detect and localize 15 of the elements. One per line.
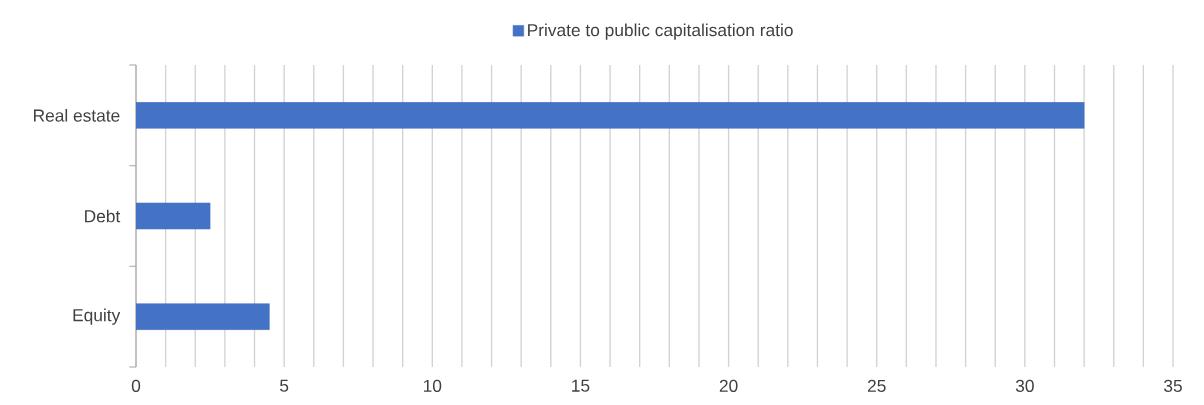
bar (136, 202, 211, 230)
x-tick-label: 5 (280, 379, 289, 392)
y-tick-label: Real estate (34, 108, 120, 122)
x-tick-label: 0 (131, 379, 141, 392)
bar (136, 303, 270, 330)
y-tick-label: Debt (85, 209, 121, 223)
x-tick-label: 10 (423, 379, 442, 392)
x-tick-label: 30 (1015, 379, 1034, 392)
x-tick-label: 25 (867, 379, 886, 392)
x-tick-label: 20 (719, 379, 738, 392)
bar (136, 102, 1085, 129)
x-tick-label: 35 (1164, 379, 1182, 392)
x-tick-label: 15 (572, 379, 590, 392)
y-tick-label: Equity (73, 308, 121, 325)
legend-label: Private to public capitalisation ratio (528, 23, 793, 40)
